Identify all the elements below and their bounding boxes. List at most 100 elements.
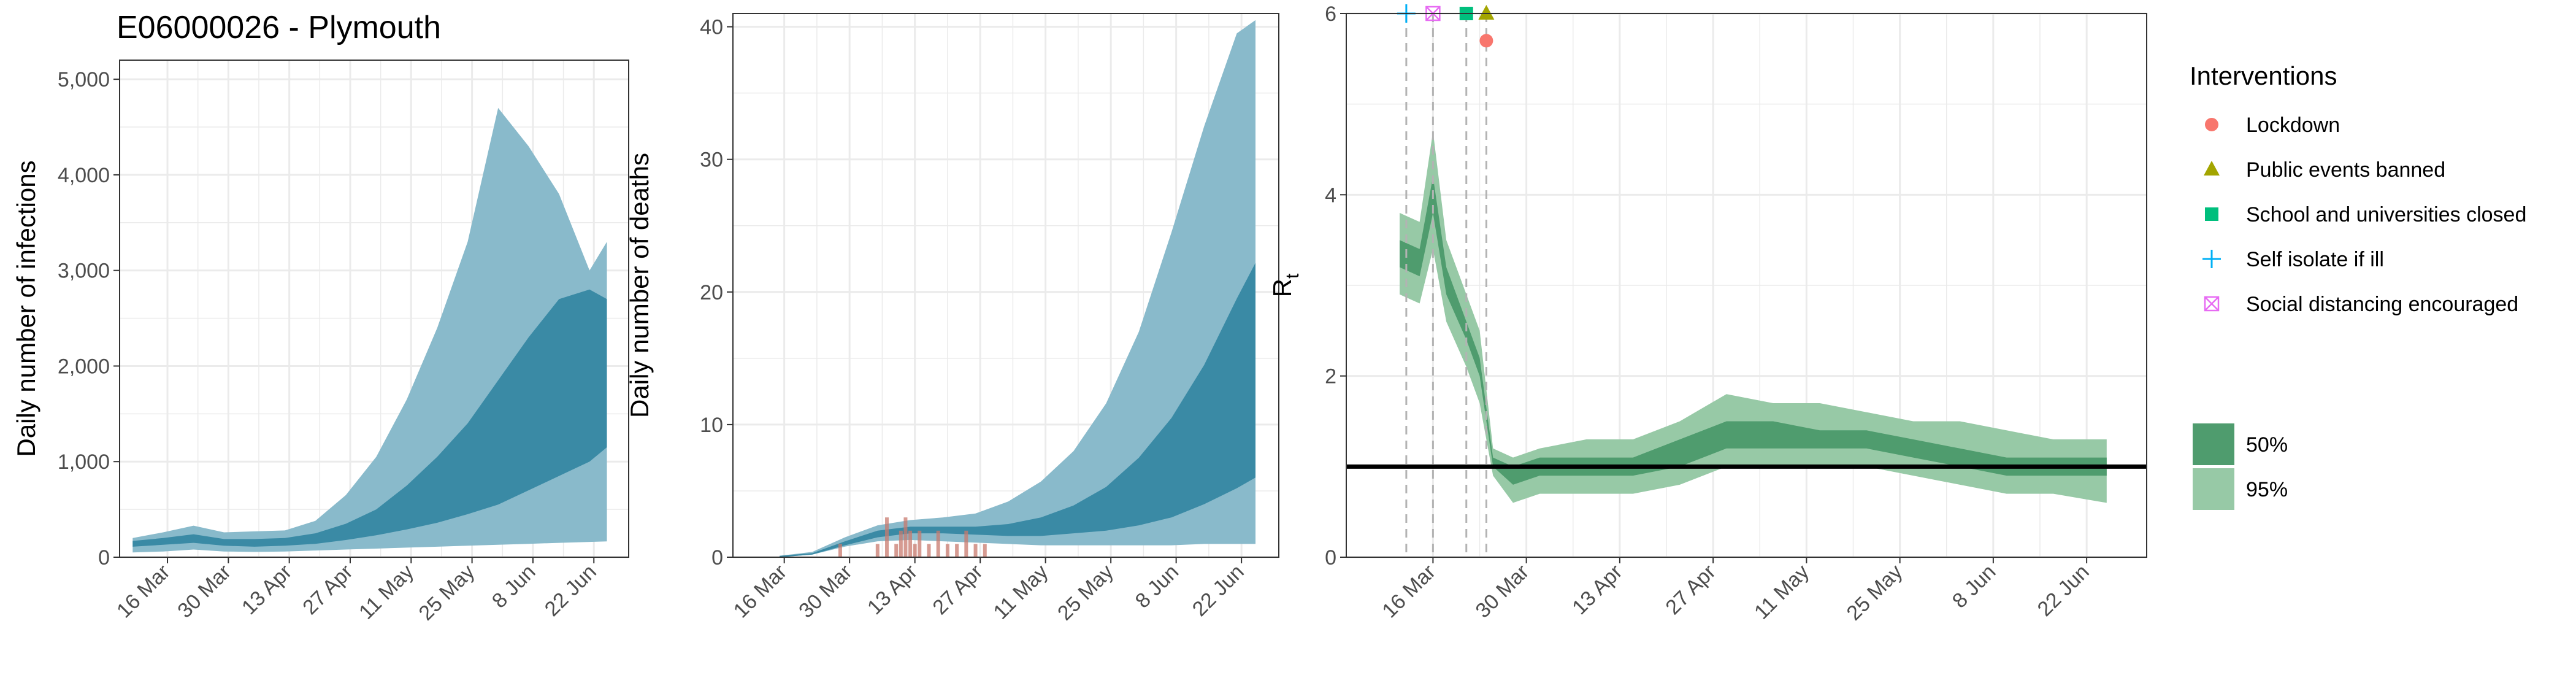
- legend-interval-label: 95%: [2246, 478, 2288, 501]
- observed-death-bar: [838, 544, 842, 557]
- infections-x-tick-label: 16 Mar: [112, 560, 175, 623]
- observed-death-bar: [955, 544, 959, 557]
- infections-x-tick-label: 11 May: [355, 560, 418, 624]
- legend-marker-square: [2205, 207, 2218, 221]
- deaths-panel: 0 10 20 30 40 16 Mar 30 Mar 13 Apr 27 Apr 11 May…: [625, 13, 1279, 625]
- rt-x-tick-label: 8 Jun: [1948, 560, 2001, 613]
- figure-title: E06000026 - Plymouth: [117, 10, 441, 45]
- deaths-x-tick-label: 22 Jun: [1188, 560, 1249, 621]
- intervention-lines: [1405, 14, 1487, 557]
- legend-item-label: School and universities closed: [2246, 203, 2526, 226]
- deaths-x-tick-label: 27 Apr: [928, 560, 987, 619]
- observed-deaths-bars: [838, 517, 987, 557]
- deaths-x-tick-label: 13 Apr: [863, 560, 922, 619]
- legend-marker-triangle: [2204, 161, 2220, 176]
- observed-death-bar: [908, 530, 913, 557]
- intervention-marker-circle: [1479, 34, 1493, 48]
- legend-item-label: Public events banned: [2246, 158, 2445, 182]
- observed-death-bar: [899, 530, 903, 557]
- legend-marker-boxx: [2204, 296, 2220, 312]
- infections-bands: [132, 107, 607, 553]
- deaths-y-tick-label: 0: [711, 546, 723, 569]
- rt-band-50pct: [1400, 176, 2107, 485]
- rt-x-tick-label: 11 May: [1750, 560, 1814, 624]
- legend-marker-circle: [2205, 118, 2218, 131]
- rt-y-tick-label: 0: [1325, 546, 1336, 569]
- deaths-band-50pct: [780, 263, 1255, 557]
- infections-x-tick-label: 25 May: [415, 560, 480, 625]
- infections-y-tick-label: 0: [98, 546, 110, 569]
- infections-y-tick-label: 1,000: [58, 450, 110, 474]
- observed-death-bar: [894, 544, 899, 557]
- infections-band-50pct: [132, 289, 607, 547]
- observed-death-bar: [945, 544, 949, 557]
- infections-y-tick-label: 4,000: [58, 164, 110, 187]
- observed-death-bar: [903, 517, 908, 557]
- legend-item-label: Lockdown: [2246, 114, 2340, 137]
- deaths-x-axis: 16 Mar 30 Mar 13 Apr 27 Apr 11 May 25 May 8 Ju…: [729, 557, 1249, 625]
- deaths-y-axis: 0 10 20 30 40: [700, 16, 733, 569]
- rt-y-tick-label: 2: [1325, 365, 1336, 388]
- rt-x-tick-label: 30 Mar: [1471, 560, 1534, 623]
- infections-x-tick-label: 8 Jun: [488, 560, 540, 613]
- infections-plot-frame: [119, 60, 629, 558]
- deaths-x-tick-label: 16 Mar: [729, 560, 792, 623]
- infections-x-tick-label: 22 Jun: [540, 560, 601, 621]
- legend-intervention-items: Lockdown Public events banned School and u…: [2202, 114, 2526, 316]
- legend-interval-swatch: [2193, 423, 2234, 465]
- legend: Interventions Lockdown Public events bann…: [2190, 61, 2526, 510]
- infections-x-tick-label: 13 Apr: [237, 560, 296, 619]
- rt-x-tick-label: 16 Mar: [1378, 560, 1440, 623]
- rt-x-tick-label: 13 Apr: [1568, 560, 1627, 619]
- deaths-bands: [780, 20, 1255, 558]
- deaths-x-tick-label: 11 May: [989, 560, 1052, 624]
- observed-death-bar: [875, 544, 880, 557]
- infections-x-tick-label: 30 Mar: [173, 560, 236, 623]
- rt-x-tick-label: 22 Jun: [2033, 560, 2094, 621]
- deaths-y-label: Daily number of deaths: [625, 153, 654, 418]
- observed-death-bar: [936, 530, 940, 557]
- legend-marker-plus: [2202, 250, 2221, 268]
- observed-death-bar: [918, 530, 922, 557]
- legend-interval-label: 50%: [2246, 433, 2288, 457]
- observed-death-bar: [913, 544, 917, 557]
- deaths-x-tick-label: 30 Mar: [794, 560, 857, 623]
- deaths-x-tick-label: 8 Jun: [1131, 560, 1184, 613]
- infections-y-tick-label: 3,000: [58, 260, 110, 283]
- deaths-y-tick-label: 10: [700, 414, 723, 437]
- observed-death-bar: [885, 517, 889, 557]
- observed-death-bar: [964, 530, 968, 557]
- deaths-y-tick-label: 40: [700, 16, 723, 39]
- rt-panel: 0 2 4 6 16 Mar 30 Mar 13 Apr 27 Apr 11 May 25 Ma…: [1268, 2, 2147, 625]
- legend-item-label: Social distancing encouraged: [2246, 293, 2518, 316]
- legend-interval-items: 50% 95%: [2193, 423, 2288, 510]
- rt-x-tick-label: 25 May: [1842, 560, 1907, 625]
- infections-y-axis: 0 1,000 2,000 3,000 4,000 5,000: [58, 68, 120, 569]
- rt-y-tick-label: 4: [1325, 183, 1336, 207]
- infections-y-tick-label: 2,000: [58, 355, 110, 378]
- rt-x-axis: 16 Mar 30 Mar 13 Apr 27 Apr 11 May 25 May 8 Ju…: [1378, 557, 2094, 625]
- deaths-band-95pct: [780, 20, 1255, 558]
- infections-y-tick-label: 5,000: [58, 68, 110, 91]
- legend-interval-swatch: [2193, 468, 2234, 510]
- intervention-marker-triangle: [1478, 5, 1495, 20]
- deaths-x-tick-label: 25 May: [1053, 560, 1118, 625]
- rt-x-tick-label: 27 Apr: [1661, 560, 1720, 619]
- rt-y-label: Rt: [1268, 273, 1303, 297]
- observed-death-bar: [927, 544, 931, 557]
- observed-death-bar: [983, 544, 987, 557]
- legend-title: Interventions: [2190, 61, 2337, 90]
- observed-death-bar: [973, 544, 978, 557]
- rt-y-tick-label: 6: [1325, 2, 1336, 26]
- legend-item-label: Self isolate if ill: [2246, 248, 2384, 271]
- deaths-y-tick-label: 20: [700, 281, 723, 304]
- deaths-y-tick-label: 30: [700, 149, 723, 172]
- rt-plot-frame: [1346, 13, 2147, 558]
- infections-x-tick-label: 27 Apr: [298, 560, 357, 619]
- infections-y-label: Daily number of infections: [12, 160, 40, 457]
- rt-y-axis: 0 2 4 6: [1325, 2, 1346, 569]
- deaths-plot-frame: [732, 13, 1279, 558]
